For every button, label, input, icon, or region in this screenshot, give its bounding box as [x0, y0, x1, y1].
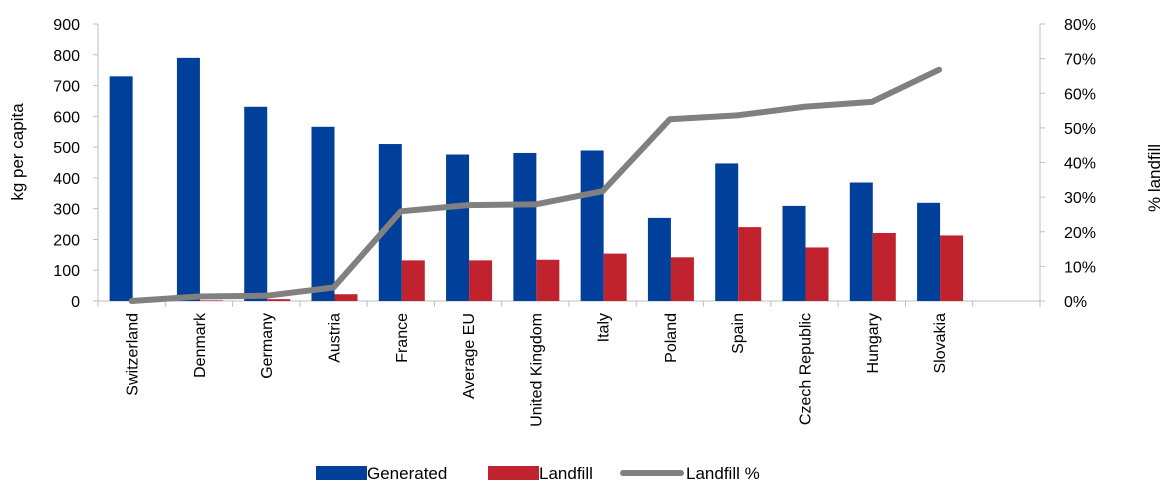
x-tick-label: Switzerland — [125, 313, 142, 396]
y2-tick-label: 30% — [1064, 190, 1096, 207]
landfill-pct-line — [128, 66, 943, 304]
y2-tick-label: 20% — [1064, 225, 1096, 242]
y2-tick-label: 10% — [1064, 259, 1096, 276]
y-tick-label: 100 — [53, 263, 80, 280]
x-tick-label: Denmark — [192, 312, 209, 378]
landfill-bar — [738, 227, 762, 301]
legend-label: Generated — [367, 464, 447, 482]
landfill-bar — [872, 232, 896, 301]
y-axis-ticks: 0 100 200 300 400 500 600 700 800 900 — [53, 17, 80, 311]
axes — [93, 23, 1045, 307]
legend-label: Landfill — [539, 464, 593, 482]
landfill-bar — [670, 257, 694, 301]
generated-bar — [782, 205, 806, 301]
x-axis-ticks: Switzerland Denmark Germany Austria France Av… — [125, 312, 949, 427]
generated-bar — [513, 152, 537, 301]
x-tick-label: Slovakia — [932, 313, 949, 374]
y2-axis-ticks: 0% 10% 20% 30% 40% 50% 60% 70% 80% — [1064, 17, 1096, 311]
bars — [109, 57, 964, 301]
landfill-bar — [603, 253, 627, 301]
generated-bar — [244, 106, 268, 301]
x-tick-label: Italy — [596, 313, 613, 342]
y-tick-label: 600 — [53, 109, 80, 126]
legend-swatch — [316, 466, 367, 480]
y-tick-label: 500 — [53, 140, 80, 157]
generated-bar — [446, 154, 470, 301]
y2-axis-title: % landfill — [1145, 144, 1164, 212]
generated-bar — [311, 126, 335, 301]
y2-tick-label: 50% — [1064, 121, 1096, 138]
y2-tick-label: 0% — [1064, 294, 1087, 311]
landfill-bar — [469, 260, 493, 301]
y-tick-label: 900 — [53, 17, 80, 34]
generated-bar — [109, 76, 133, 301]
landfill-bar — [536, 259, 560, 301]
generated-bar — [176, 57, 200, 301]
y-tick-label: 300 — [53, 202, 80, 219]
x-tick-label: Poland — [663, 313, 680, 363]
legend-swatch — [488, 466, 539, 480]
x-tick-label: France — [394, 313, 411, 363]
x-tick-label: Average EU — [461, 313, 478, 399]
landfill-pct-polyline — [128, 66, 943, 304]
y2-tick-label: 40% — [1064, 156, 1096, 173]
x-tick-label: United Kingdom — [528, 313, 545, 427]
y-tick-label: 400 — [53, 171, 80, 188]
landfill-bar — [805, 247, 829, 301]
landfill-bar — [199, 300, 223, 301]
y-tick-label: 0 — [71, 294, 80, 311]
x-tick-label: Hungary — [865, 313, 882, 373]
y-tick-label: 700 — [53, 79, 80, 96]
generated-bar — [647, 217, 671, 301]
generated-bar — [849, 182, 873, 301]
landfill-bar — [940, 235, 964, 301]
generated-bar — [715, 163, 739, 301]
y-tick-label: 800 — [53, 48, 80, 65]
y2-tick-label: 80% — [1064, 17, 1096, 34]
x-tick-label: Czech Republic — [798, 313, 815, 425]
generated-bar — [580, 150, 604, 301]
y2-tick-label: 70% — [1064, 52, 1096, 69]
y-axis-title: kg per capita — [8, 103, 27, 201]
legend: Generated Landfill Landfill % — [316, 464, 760, 482]
generated-bar — [917, 202, 941, 301]
x-tick-label: Germany — [259, 313, 276, 379]
landfill-bar — [401, 260, 425, 301]
x-tick-label: Austria — [327, 313, 344, 363]
landfill-bar — [334, 294, 358, 301]
y2-tick-label: 60% — [1064, 86, 1096, 103]
landfill-bar — [267, 299, 291, 301]
y-tick-label: 200 — [53, 232, 80, 249]
x-tick-label: Spain — [730, 313, 747, 354]
legend-label: Landfill % — [686, 464, 760, 482]
